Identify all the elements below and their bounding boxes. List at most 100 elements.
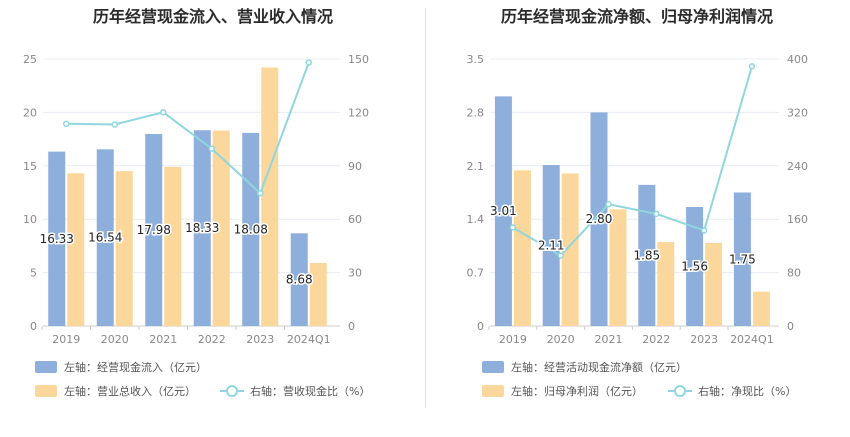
panel-divider: [425, 8, 426, 408]
right-bar-secondary: [752, 291, 770, 326]
left-right-tick-label: 60: [348, 213, 362, 226]
right-bar-primary: [542, 165, 560, 326]
legend-label-net-profit[interactable]: 左轴：归母净利润（亿元）: [511, 384, 643, 398]
right-right-tick-label: 400: [787, 53, 808, 66]
right-left-tick-label: 2.8: [467, 106, 485, 119]
legend-marker-ratio-right[interactable]: [674, 385, 686, 397]
right-x-tick-label: 2020: [547, 333, 575, 346]
left-x-tick-label: 2023: [246, 333, 274, 346]
left-bar-data-label: 8.68: [286, 273, 313, 287]
left-ratio-point: [63, 120, 70, 128]
left-bar-secondary: [115, 171, 133, 326]
left-x-tick-label: 2022: [198, 333, 226, 346]
left-left-tick-label: 10: [23, 213, 37, 226]
left-bar-primary: [145, 133, 163, 326]
left-bar-secondary: [212, 130, 230, 326]
right-left-tick-label: 0.7: [467, 267, 485, 280]
right-ratio-point: [700, 227, 708, 234]
right-bar-secondary: [561, 173, 579, 326]
left-right-tick-label: 150: [348, 53, 369, 66]
right-x-tick-label: 2019: [499, 333, 527, 346]
left-right-tick-label: 90: [348, 160, 362, 173]
right-left-tick-label: 3.5: [467, 53, 485, 66]
left-x-tick-label: 2020: [101, 333, 129, 346]
right-bar-secondary: [705, 242, 723, 326]
right-right-tick-label: 240: [787, 160, 808, 173]
left-bar-primary: [96, 149, 114, 326]
left-x-tick-label: 2021: [149, 333, 177, 346]
right-right-tick-label: 0: [787, 320, 794, 333]
left-bar-secondary: [67, 173, 85, 326]
legend-label-ratio-left[interactable]: 右轴：营收现金比（%）: [250, 384, 370, 398]
legend-label-ratio-right[interactable]: 右轴：净现比（%）: [698, 384, 796, 398]
right-ratio-point: [748, 63, 756, 70]
right-bar-data-label: 1.85: [633, 248, 660, 262]
right-bar-primary: [686, 206, 704, 326]
right-bar-primary: [590, 112, 608, 327]
left-ratio-point: [208, 145, 215, 152]
right-bar-secondary: [657, 242, 675, 326]
right-ratio-point: [509, 224, 517, 231]
left-right-tick-label: 0: [348, 320, 355, 333]
left-x-tick-label: 2024Q1: [287, 333, 331, 346]
left-left-tick-label: 0: [30, 320, 37, 333]
left-bar-secondary: [261, 67, 279, 326]
left-left-tick-label: 20: [23, 106, 37, 119]
right-left-tick-label: 0: [477, 320, 484, 333]
legend-marker-ratio-left[interactable]: [226, 385, 238, 397]
right-right-tick-label: 80: [787, 267, 801, 280]
right-left-tick-label: 2.1: [467, 160, 485, 173]
right-x-tick-label: 2024Q1: [730, 333, 774, 346]
right-bar-data-label: 2.80: [586, 212, 613, 226]
left-ratio-line: [66, 62, 310, 195]
left-bar-primary: [193, 130, 211, 326]
right-bar-primary: [638, 184, 656, 326]
legend-label-cashflow-in[interactable]: 左轴：经营现金流入（亿元）: [64, 360, 207, 374]
legend-swatch-revenue[interactable]: [35, 385, 57, 397]
left-bar-primary: [290, 233, 308, 326]
legend-swatch-net-profit[interactable]: [482, 385, 504, 397]
legend-swatch-net-cashflow[interactable]: [482, 361, 504, 373]
right-bar-secondary: [513, 170, 531, 326]
left-right-tick-label: 30: [348, 267, 362, 280]
right-bar-data-label: 1.75: [729, 252, 756, 266]
left-ratio-point: [111, 121, 118, 128]
left-bar-secondary: [309, 262, 327, 326]
legend-label-net-cashflow[interactable]: 左轴：经营活动现金流净额（亿元）: [511, 360, 687, 374]
right-ratio-line: [512, 66, 753, 257]
left-bar-data-label: 17.98: [137, 223, 171, 237]
left-x-tick-label: 2019: [52, 333, 80, 346]
left-bar-data-label: 18.08: [234, 222, 268, 236]
right-bar-data-label: 1.56: [681, 259, 708, 273]
right-right-tick-label: 320: [787, 106, 808, 119]
right-bar-secondary: [609, 209, 627, 326]
right-left-tick-label: 1.4: [467, 213, 485, 226]
right-x-tick-label: 2021: [595, 333, 623, 346]
right-bar-primary: [733, 192, 751, 326]
right-x-tick-label: 2023: [690, 333, 718, 346]
right-bar-data-label: 3.01: [490, 204, 517, 218]
right-ratio-point: [605, 200, 612, 208]
right-ratio-point: [557, 252, 564, 259]
left-left-tick-label: 15: [23, 160, 37, 173]
left-ratio-point: [160, 108, 167, 116]
left-bar-primary: [48, 151, 66, 326]
chart-title-right: 历年经营现金流净额、归母净利润情况: [501, 7, 773, 26]
left-bar-data-label: 16.33: [40, 232, 74, 246]
left-left-tick-label: 5: [30, 267, 37, 280]
legend-label-revenue[interactable]: 左轴：营业总收入（亿元）: [64, 384, 196, 398]
left-bar-data-label: 18.33: [185, 221, 219, 235]
right-x-tick-label: 2022: [642, 333, 670, 346]
left-bar-secondary: [164, 166, 182, 326]
right-ratio-point: [653, 210, 660, 218]
left-right-tick-label: 120: [348, 106, 369, 119]
chart-title-left: 历年经营现金流入、营业收入情况: [93, 7, 333, 26]
right-right-tick-label: 160: [787, 213, 808, 226]
legend-swatch-cashflow-in[interactable]: [35, 361, 57, 373]
left-left-tick-label: 25: [23, 53, 37, 66]
left-ratio-point: [257, 189, 264, 197]
left-bar-data-label: 16.54: [88, 231, 122, 245]
right-bar-primary: [494, 96, 512, 326]
right-bar-data-label: 2.11: [538, 239, 565, 253]
